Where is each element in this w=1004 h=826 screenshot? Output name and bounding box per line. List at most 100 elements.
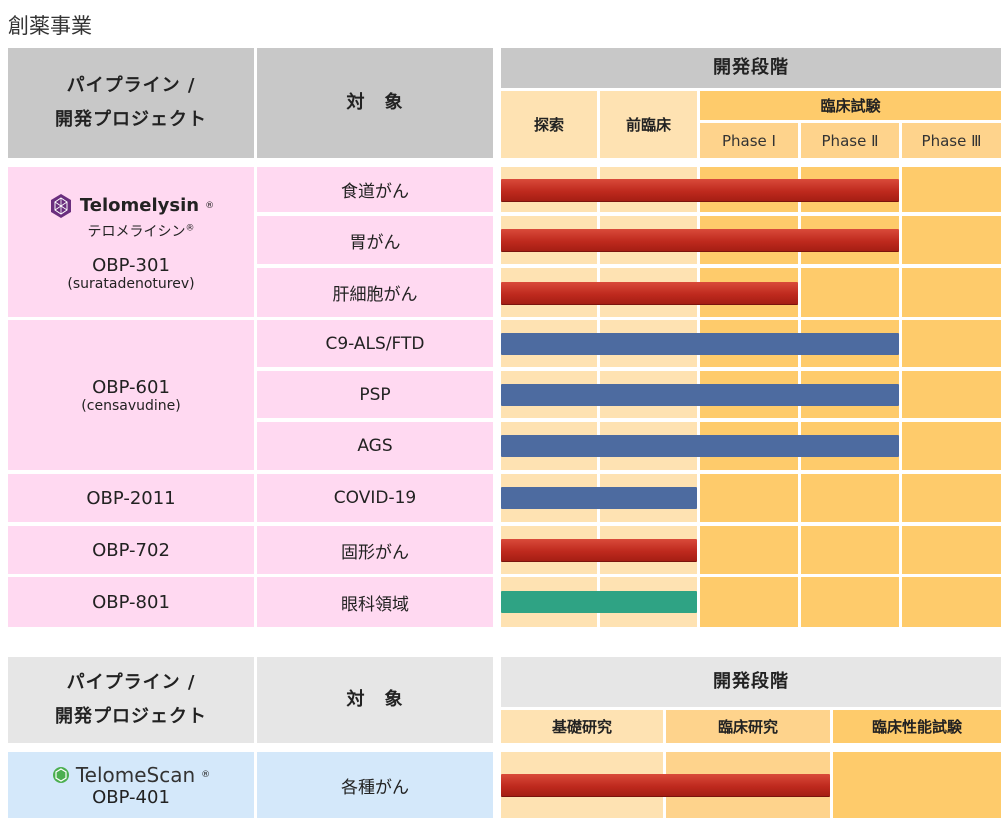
- section-title: 創薬事業: [8, 14, 92, 38]
- project-obp-702: OBP-702: [8, 526, 254, 574]
- stage-clinical-label: 臨床試験: [820, 97, 881, 115]
- header2-target-label: 対 象: [346, 689, 404, 710]
- stage-cell: [902, 320, 1001, 367]
- target-label: 眼科領域: [341, 594, 409, 615]
- stage-cell: [902, 268, 1001, 317]
- stage-cell: [801, 526, 899, 574]
- progress-bar: [501, 282, 798, 305]
- target-label: COVID-19: [333, 488, 417, 508]
- telomelysin-kana: テロメライシン®: [88, 221, 195, 241]
- target-label: 各種がん: [341, 777, 409, 798]
- stage-cell: [700, 577, 798, 627]
- stage-cell: [801, 577, 899, 627]
- target-label: C9-ALS/FTD: [325, 333, 425, 354]
- stage-cell: [902, 474, 1001, 522]
- stage-basic-label: 基礎研究: [551, 718, 612, 736]
- header-dev-stage-label: 開発段階: [713, 57, 789, 78]
- target-row-5: PSP: [257, 371, 493, 418]
- target-row-3: 肝細胞がん: [257, 268, 493, 317]
- project-code: OBP-2011: [86, 487, 176, 509]
- stage-explore-label: 探索: [533, 116, 564, 134]
- header2-pipeline-line2: 開発プロジェクト: [55, 706, 207, 727]
- header-pipeline-line2: 開発プロジェクト: [55, 109, 207, 130]
- stage-clinical-perf-label: 臨床性能試験: [871, 718, 962, 736]
- stage-cell: [700, 526, 798, 574]
- header2-stage-clinical-research: 臨床研究: [666, 710, 830, 743]
- header2-stage-clinical-perf: 臨床性能試験: [833, 710, 1001, 743]
- target-label: 食道がん: [341, 182, 409, 202]
- stage-cell: [801, 268, 899, 317]
- telomescan-logo: TelomeScan ®: [52, 763, 210, 787]
- header-stage-clinical: 臨床試験: [700, 91, 1001, 120]
- stage-preclinical-label: 前臨床: [625, 116, 671, 134]
- target-row-2: 胃がん: [257, 216, 493, 264]
- stage-cell: [902, 371, 1001, 418]
- stage-cell: [902, 167, 1001, 212]
- progress-bar: [501, 435, 899, 457]
- telomescan-brand-name: TelomeScan: [75, 762, 196, 787]
- target-row-4: C9-ALS/FTD: [257, 320, 493, 367]
- project-code: OBP-702: [92, 539, 170, 561]
- header-target: 対 象: [257, 48, 493, 158]
- telomelysin-logo: Telomelysin ®: [48, 193, 214, 219]
- progress-bar: [501, 487, 697, 509]
- stage-cell: [801, 474, 899, 522]
- target-row-6: AGS: [257, 422, 493, 470]
- header-dev-stage: 開発段階: [501, 48, 1001, 88]
- stage-cell: [902, 422, 1001, 470]
- header-phase2: Phase Ⅱ: [801, 123, 899, 158]
- header2-pipeline: パイプライン / 開発プロジェクト: [8, 657, 254, 743]
- project-generic-name: (suratadenoturev): [67, 275, 195, 292]
- project-generic-name: (censavudine): [81, 397, 181, 414]
- header-target-label: 対 象: [346, 92, 404, 113]
- project-obp-601: OBP-601 (censavudine): [8, 320, 254, 470]
- stage-clinical-research-label: 臨床研究: [717, 718, 778, 736]
- header2-target: 対 象: [257, 657, 493, 743]
- header-phase1: Phase Ⅰ: [700, 123, 798, 158]
- telomelysin-brand-name: Telomelysin: [79, 195, 200, 216]
- target-label: AGS: [357, 436, 393, 456]
- target-label: 肝細胞がん: [332, 285, 418, 305]
- header-stage-explore: 探索: [501, 91, 597, 158]
- telomelysin-kana-text: テロメライシン: [87, 223, 186, 240]
- header-pipeline: パイプライン / 開発プロジェクト: [8, 48, 254, 158]
- target-label: PSP: [359, 384, 391, 405]
- stage-cell: [700, 474, 798, 522]
- header2-dev-stage-label: 開発段階: [713, 671, 789, 692]
- stage-cell: [833, 752, 1001, 818]
- phase1-label: Phase Ⅰ: [722, 131, 776, 150]
- header2-pipeline-line1: パイプライン /: [66, 672, 196, 693]
- target-row-8: 固形がん: [257, 526, 493, 574]
- header2-dev-stage: 開発段階: [501, 657, 1001, 707]
- project-code: OBP-601: [92, 376, 170, 398]
- project-code: OBP-801: [92, 591, 170, 613]
- target-label: 固形がん: [341, 542, 409, 563]
- stage-grid: [501, 167, 1001, 627]
- progress-bar: [501, 384, 899, 406]
- progress-bar: [501, 333, 899, 355]
- telomelysin-kana-mark: ®: [185, 222, 195, 233]
- project-obp-801: OBP-801: [8, 577, 254, 627]
- stage-cell: [902, 216, 1001, 264]
- target-row-1: 食道がん: [257, 167, 493, 212]
- header-pipeline-line1: パイプライン /: [66, 75, 196, 96]
- project-code: OBP-401: [92, 786, 170, 808]
- telomelysin-logo-icon: [50, 193, 71, 218]
- progress-bar: [501, 774, 830, 797]
- stage-cell: [902, 526, 1001, 574]
- telomescan-logo-icon: [52, 766, 69, 783]
- project-obp-2011: OBP-2011: [8, 474, 254, 522]
- progress-bar: [501, 229, 899, 252]
- header-stage-preclinical: 前臨床: [600, 91, 697, 158]
- phase3-label: Phase Ⅲ: [921, 131, 982, 150]
- stage-grid-2: [501, 752, 1001, 818]
- telomescan-brand-mark: ®: [201, 769, 211, 780]
- progress-bar: [501, 539, 697, 562]
- target-row-7: COVID-19: [257, 474, 493, 522]
- progress-bar: [501, 179, 899, 202]
- stage-cell: [902, 577, 1001, 627]
- project-obp-301: Telomelysin ® テロメライシン® OBP-301 (surataden…: [8, 167, 254, 317]
- header-phase3: Phase Ⅲ: [902, 123, 1001, 158]
- project-obp-401: TelomeScan ® OBP-401: [8, 752, 254, 818]
- target-label: 胃がん: [349, 232, 401, 253]
